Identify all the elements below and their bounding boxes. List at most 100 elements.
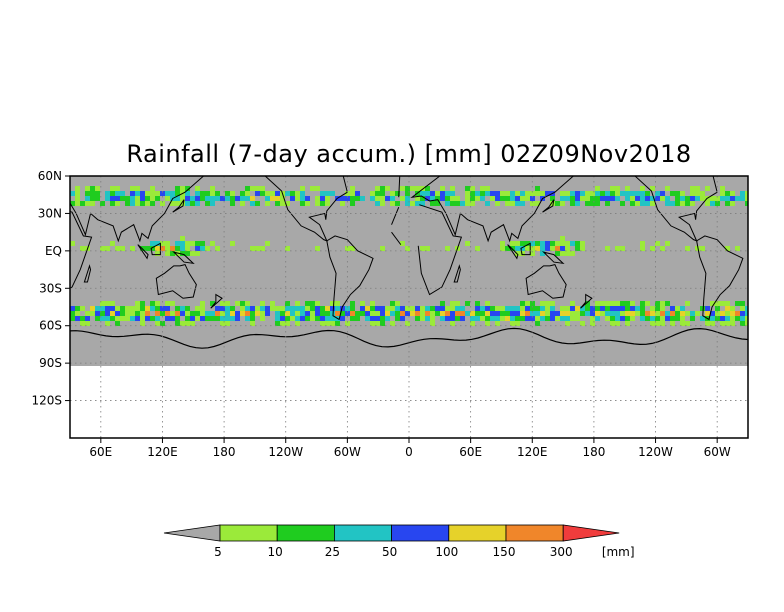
rain-cell <box>210 186 215 191</box>
rain-cell <box>330 321 335 326</box>
rain-cell <box>670 321 675 326</box>
rain-cell <box>450 191 455 196</box>
rain-cell <box>715 311 720 316</box>
rain-cell <box>475 316 480 321</box>
rain-cell <box>170 246 175 251</box>
rain-cell <box>595 201 600 206</box>
rain-cell <box>150 196 155 201</box>
rain-cell <box>125 201 130 206</box>
rain-cell <box>265 196 270 201</box>
rain-cell <box>490 196 495 201</box>
rain-cell <box>690 191 695 196</box>
rain-cell <box>210 316 215 321</box>
rain-cell <box>560 191 565 196</box>
rain-cell <box>520 311 525 316</box>
rain-cell <box>240 311 245 316</box>
rain-cell <box>140 321 145 326</box>
rain-cell <box>630 301 635 306</box>
rain-cell <box>715 201 720 206</box>
rain-cell <box>545 301 550 306</box>
rain-cell <box>155 246 160 251</box>
lon-label: 60E <box>459 445 482 459</box>
rain-cell <box>190 321 195 326</box>
rain-cell <box>70 191 75 196</box>
rain-cell <box>655 321 660 326</box>
colorbar-segment <box>505 524 564 542</box>
rain-cell <box>225 301 230 306</box>
lon-label: 180 <box>213 445 236 459</box>
rain-cell <box>500 191 505 196</box>
rain-cell <box>640 306 645 311</box>
rain-cell <box>560 236 565 241</box>
rain-cell <box>555 251 560 256</box>
rain-cell <box>735 246 740 251</box>
rain-cell <box>745 311 748 316</box>
rain-cell <box>425 186 430 191</box>
rain-cell <box>310 316 315 321</box>
rain-cell <box>115 316 120 321</box>
rain-cell <box>630 311 635 316</box>
rain-cell <box>120 306 125 311</box>
rain-cell <box>215 246 220 251</box>
rain-cell <box>370 321 375 326</box>
rain-cell <box>165 196 170 201</box>
rain-cell <box>515 321 520 326</box>
rain-cell <box>690 196 695 201</box>
rain-cell <box>325 196 330 201</box>
rain-cell <box>155 306 160 311</box>
rain-cell <box>165 251 170 256</box>
rain-cell <box>470 186 475 191</box>
rain-cell <box>745 306 748 311</box>
rain-cell <box>635 306 640 311</box>
rain-cell <box>215 311 220 316</box>
rain-cell <box>640 311 645 316</box>
coastline <box>580 293 593 309</box>
rain-cell <box>365 306 370 311</box>
rain-cell <box>640 246 645 251</box>
rain-cell <box>500 196 505 201</box>
rain-cell <box>100 306 105 311</box>
rain-cell <box>210 311 215 316</box>
rain-cell <box>645 316 650 321</box>
rain-cell <box>445 246 450 251</box>
coastline <box>172 199 185 213</box>
rain-cell <box>745 196 748 201</box>
rain-cell <box>80 316 85 321</box>
rain-cell <box>180 321 185 326</box>
rain-cell <box>185 251 190 256</box>
rain-cell <box>585 201 590 206</box>
rain-cell <box>505 196 510 201</box>
coastline <box>410 176 575 243</box>
rain-cell <box>125 311 130 316</box>
rain-cell <box>480 196 485 201</box>
rain-cell <box>705 311 710 316</box>
rain-cell <box>575 246 580 251</box>
rain-cell <box>370 191 375 196</box>
rain-cell <box>650 316 655 321</box>
rain-cell <box>445 311 450 316</box>
rain-cell <box>190 251 195 256</box>
rain-cell <box>185 186 190 191</box>
rain-cell <box>605 191 610 196</box>
rain-cell <box>605 246 610 251</box>
rain-cell <box>195 251 200 256</box>
rain-cell <box>660 246 665 251</box>
lat-label: 30N <box>38 206 62 220</box>
rain-cell <box>485 311 490 316</box>
rain-cell <box>535 191 540 196</box>
rain-cell <box>410 201 415 206</box>
rain-cell <box>75 201 80 206</box>
rain-cell <box>385 306 390 311</box>
rain-cell <box>540 316 545 321</box>
rain-cell <box>655 301 660 306</box>
rain-cell <box>350 316 355 321</box>
rain-cell <box>590 201 595 206</box>
rain-cell <box>485 201 490 206</box>
rain-cell <box>200 306 205 311</box>
rain-cell <box>130 246 135 251</box>
rain-cell <box>515 196 520 201</box>
rain-cell <box>145 201 150 206</box>
rain-cell <box>525 311 530 316</box>
rain-cell <box>640 201 645 206</box>
rain-cell <box>160 321 165 326</box>
